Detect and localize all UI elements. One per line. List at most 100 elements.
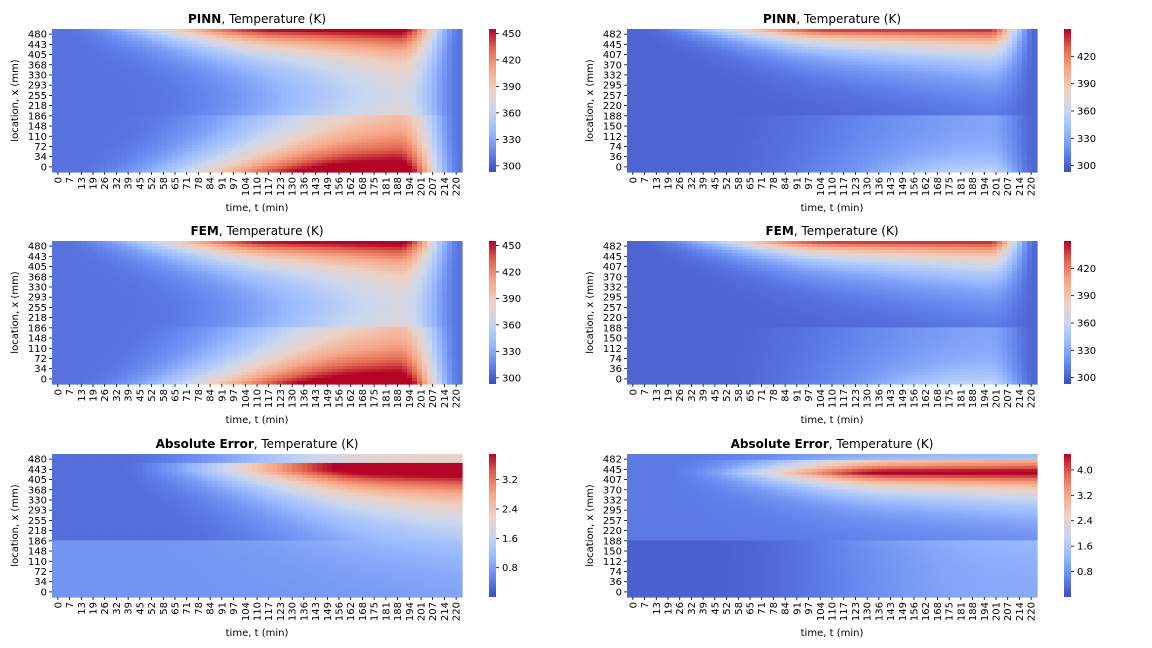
heatmap-cell	[72, 100, 78, 105]
heatmap-cell	[137, 100, 143, 105]
heatmap-cell	[422, 91, 428, 96]
heatmap-cell	[132, 124, 138, 128]
heatmap-cell	[137, 31, 143, 36]
heatmap-cell	[257, 79, 263, 84]
heatmap-cell	[292, 112, 298, 116]
heatmap-cell	[332, 94, 338, 99]
heatmap-cell	[412, 55, 418, 60]
heatmap-cell	[367, 76, 373, 81]
heatmap-cell	[377, 82, 383, 87]
heatmap-cell	[57, 115, 63, 119]
heatmap-cell	[357, 115, 363, 119]
heatmap-cell	[322, 154, 328, 158]
heatmap-cell	[432, 133, 438, 137]
heatmap-cell	[332, 115, 338, 119]
heatmap-cell	[62, 118, 68, 122]
heatmap-cell	[427, 106, 433, 111]
heatmap-cell	[202, 145, 208, 149]
heatmap-cell	[67, 40, 73, 45]
heatmap-cell	[202, 40, 208, 45]
heatmap-cell	[132, 142, 138, 146]
heatmap-cell	[237, 29, 243, 33]
heatmap-cell	[82, 79, 88, 84]
heatmap-cell	[132, 76, 138, 81]
heatmap-cell	[277, 37, 283, 42]
heatmap-cell	[97, 29, 103, 33]
heatmap-cell	[212, 118, 218, 122]
heatmap-cell	[217, 103, 223, 108]
heatmap-cell	[132, 67, 138, 72]
heatmap-cell	[332, 151, 338, 155]
heatmap-cell	[62, 94, 68, 99]
heatmap-cell	[72, 169, 78, 173]
heatmap-cell	[282, 85, 288, 90]
heatmap-cell	[387, 124, 393, 128]
heatmap-cell	[197, 151, 203, 155]
heatmap-cell	[217, 100, 223, 105]
heatmap-cell	[437, 31, 443, 36]
heatmap-cell	[172, 43, 178, 48]
heatmap-cell	[192, 118, 198, 122]
heatmap-cell	[327, 106, 333, 111]
heatmap-cell	[392, 61, 398, 66]
heatmap-cell	[412, 70, 418, 75]
heatmap-cell	[367, 49, 373, 54]
heatmap-cell	[237, 109, 243, 114]
heatmap-cell	[152, 160, 158, 164]
heatmap-cell	[222, 37, 228, 42]
heatmap-cell	[272, 97, 278, 102]
heatmap-cell	[192, 133, 198, 137]
heatmap-cell	[317, 142, 323, 146]
heatmap-cell	[262, 136, 268, 140]
heatmap-cell	[162, 49, 168, 54]
heatmap-cell	[432, 112, 438, 116]
heatmap-cell	[417, 136, 423, 140]
heatmap-cell	[57, 100, 63, 105]
heatmap-cell	[147, 82, 153, 87]
x-tick-label: 32	[112, 177, 123, 190]
heatmap-cell	[147, 118, 153, 122]
heatmap-cell	[87, 106, 93, 111]
heatmap-cell	[57, 67, 63, 72]
heatmap-cell	[327, 115, 333, 119]
heatmap-cell	[72, 46, 78, 51]
heatmap-cell	[327, 34, 333, 39]
heatmap-cell	[362, 82, 368, 87]
heatmap-cell	[192, 43, 198, 48]
heatmap-cell	[92, 100, 98, 105]
heatmap-cell	[452, 121, 458, 125]
heatmap-cell	[187, 154, 193, 158]
heatmap-cell	[407, 79, 413, 84]
heatmap-cell	[352, 76, 358, 81]
heatmap-cell	[287, 79, 293, 84]
heatmap-cell	[162, 29, 168, 33]
heatmap-cell	[132, 79, 138, 84]
y-tick-label: 368	[28, 60, 47, 71]
heatmap-cell	[382, 43, 388, 48]
heatmap-cell	[247, 103, 253, 108]
heatmap-cell	[157, 67, 163, 72]
heatmap-cell	[162, 103, 168, 108]
heatmap-cell	[112, 79, 118, 84]
heatmap-cell	[452, 151, 458, 155]
heatmap-cell	[217, 94, 223, 99]
heatmap-cell	[342, 29, 348, 33]
heatmap-cell	[282, 106, 288, 111]
heatmap-cell	[382, 37, 388, 42]
heatmap-cell	[272, 151, 278, 155]
heatmap-cell	[317, 124, 323, 128]
heatmap-cell	[312, 29, 318, 33]
heatmap-cell	[112, 82, 118, 87]
heatmap-cell	[257, 34, 263, 39]
heatmap-cell	[62, 64, 68, 69]
heatmap-cell	[197, 133, 203, 137]
heatmap-cell	[87, 49, 93, 54]
heatmap-cell	[442, 82, 448, 87]
heatmap-cell	[87, 31, 93, 36]
heatmap-cell	[332, 133, 338, 137]
heatmap-cell	[162, 31, 168, 36]
heatmap-cell	[427, 61, 433, 66]
heatmap-cell	[177, 100, 183, 105]
heatmap-cell	[322, 31, 328, 36]
heatmap-cell	[247, 31, 253, 36]
